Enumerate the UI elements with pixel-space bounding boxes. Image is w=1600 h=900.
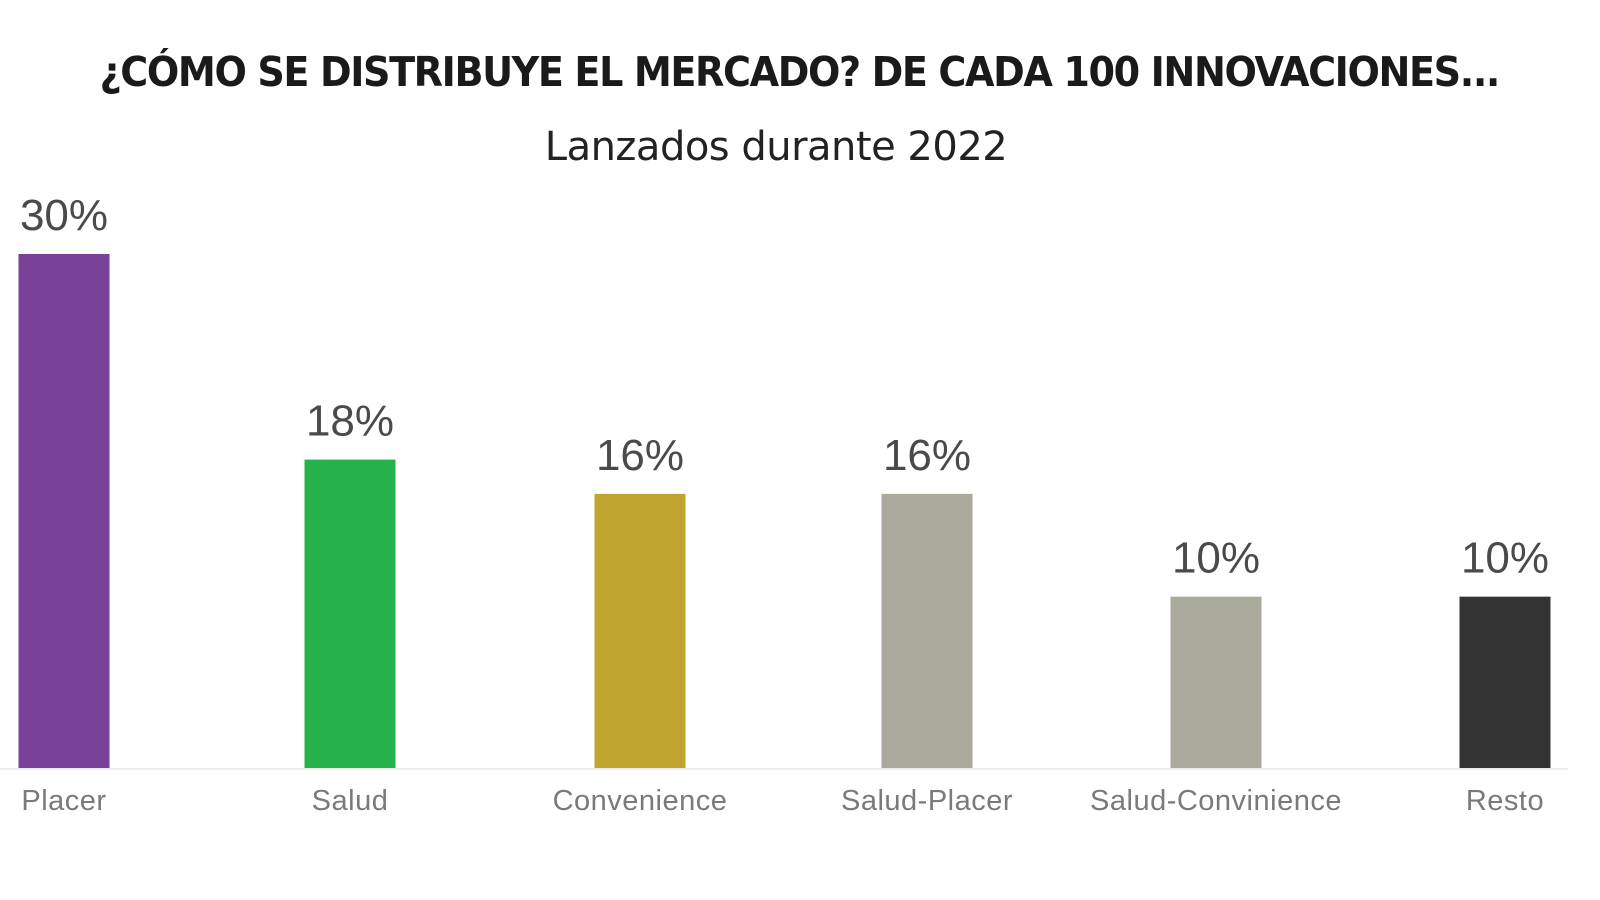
bar-placer	[18, 254, 110, 768]
data-label: 30%	[20, 191, 108, 240]
data-label: 10%	[1172, 534, 1260, 583]
category-label: Resto	[1466, 785, 1544, 817]
data-label: 18%	[306, 397, 394, 446]
data-label: 16%	[883, 431, 971, 480]
category-label: Convenience	[553, 785, 728, 817]
category-label: Salud-Convinience	[1090, 785, 1342, 817]
data-label: 16%	[596, 431, 684, 480]
chart-title: ¿CÓMO SE DISTRIBUYE EL MERCADO? DE CADA …	[99, 48, 1501, 96]
category-label: Salud	[312, 785, 389, 817]
data-label: 10%	[1461, 534, 1549, 583]
chart-subtitle: Lanzados durante 2022	[544, 124, 1008, 170]
bar-salud	[304, 459, 396, 768]
bar-salud-convinience	[1170, 596, 1262, 768]
category-label: Salud-Placer	[841, 785, 1013, 817]
bar-resto	[1459, 596, 1551, 768]
bar-salud-placer	[881, 493, 973, 768]
category-label: Placer	[21, 785, 106, 817]
bar-convenience	[594, 493, 686, 768]
